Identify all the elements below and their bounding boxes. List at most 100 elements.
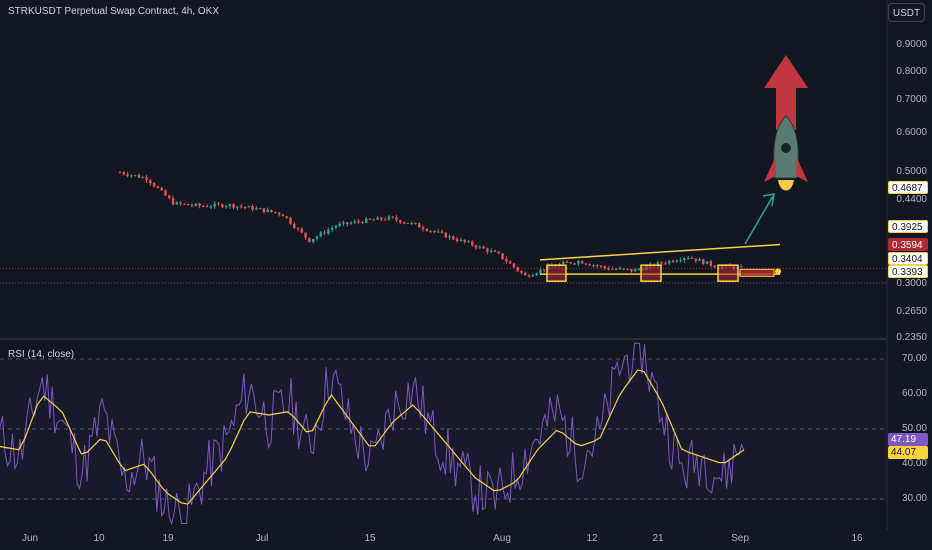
projection-arrowhead — [762, 193, 775, 207]
candle-body — [524, 272, 527, 276]
candle-body — [289, 217, 292, 224]
candle-body — [258, 208, 262, 210]
price-axis-label: 0.9000 — [896, 39, 927, 50]
candle-body — [421, 227, 425, 230]
candle-body — [531, 275, 535, 277]
price-tag-last: 0.3594 — [888, 238, 928, 251]
candle-body — [478, 246, 482, 248]
candle-body — [611, 268, 614, 270]
candle-body — [501, 253, 504, 259]
price-tag-target: 0.4687 — [888, 181, 928, 194]
candle-body — [346, 222, 349, 224]
candle-body — [626, 268, 629, 270]
time-axis-label: 16 — [851, 533, 863, 544]
candle-body — [391, 216, 394, 218]
candle-body — [436, 231, 440, 233]
time-axis-label: 21 — [652, 533, 664, 544]
candle-body — [149, 180, 152, 184]
candle-body — [455, 239, 459, 241]
candle-body — [334, 225, 338, 228]
candle-body — [130, 175, 133, 177]
candle-body — [588, 264, 591, 266]
candle-body — [683, 258, 686, 261]
candle-body — [686, 257, 690, 259]
candle-body — [603, 266, 607, 268]
candle-body — [630, 269, 633, 272]
candle-body — [474, 245, 478, 248]
candle-body — [168, 195, 171, 199]
candle-body — [327, 229, 330, 234]
candle-body — [145, 177, 148, 181]
candle-body — [277, 212, 281, 215]
candle-body — [217, 203, 220, 205]
rsi-axis-label: 60.00 — [901, 388, 927, 399]
candle-body — [338, 223, 341, 226]
candle-body — [141, 177, 144, 179]
candle-body — [482, 246, 485, 249]
rsi-tag-rsi: 47.19 — [888, 433, 928, 446]
candle-body — [372, 219, 375, 221]
price-axis-label: 0.5000 — [896, 166, 927, 177]
candle-body — [577, 261, 580, 264]
candle-body — [713, 265, 716, 268]
candle-body — [308, 237, 311, 243]
candle-body — [709, 261, 713, 266]
candle-body — [365, 218, 368, 223]
candle-body — [543, 269, 546, 271]
candle-body — [296, 227, 300, 229]
rsi-ma-line — [0, 369, 745, 505]
time-axis-label: 12 — [586, 533, 598, 544]
time-axis-label: Jul — [255, 533, 269, 544]
grid-lines — [0, 0, 888, 530]
candle-body — [584, 263, 588, 265]
candle-body — [224, 206, 228, 208]
time-axis-label: 19 — [162, 533, 174, 544]
candle-body — [508, 261, 512, 264]
candle-body — [304, 232, 307, 238]
candle-body — [323, 232, 326, 234]
candle-body — [599, 265, 603, 267]
candle-body — [353, 221, 357, 223]
candle-body — [402, 222, 406, 224]
candle-body — [247, 206, 250, 208]
rsi-indicator-title[interactable]: RSI (14, close) — [8, 349, 75, 360]
candle-body — [561, 262, 565, 264]
candle-body — [311, 239, 315, 243]
candle-body — [486, 248, 489, 252]
candle-body — [213, 203, 216, 207]
candle-body — [175, 202, 179, 205]
candle-body — [349, 222, 353, 224]
rsi-axis-label: 70.00 — [901, 353, 927, 364]
candle-body — [448, 236, 451, 238]
projection-arrow — [744, 195, 774, 245]
candle-body — [539, 269, 542, 274]
candle-body — [702, 259, 705, 264]
candle-body — [520, 270, 523, 273]
rocket-fin-right — [796, 158, 808, 182]
candle-body — [236, 206, 239, 208]
support-touch-box — [717, 264, 739, 282]
candle-body — [660, 262, 663, 264]
candle-body — [315, 236, 319, 240]
rsi-axis-label: 50.00 — [901, 423, 927, 434]
candle-body — [418, 223, 421, 228]
candle-body — [505, 258, 508, 262]
candle-body — [675, 260, 679, 262]
candle-body — [516, 267, 519, 271]
candle-body — [694, 258, 697, 261]
candle-body — [232, 204, 235, 208]
price-axis-label: 0.2350 — [896, 332, 927, 343]
candle-body — [622, 268, 625, 270]
candle-body — [133, 175, 137, 177]
candle-body — [330, 227, 334, 230]
candle-body — [164, 190, 167, 196]
candle-body — [152, 183, 156, 187]
candle-body — [300, 228, 304, 233]
candle-body — [240, 206, 243, 208]
candle-body — [679, 260, 682, 262]
currency-button[interactable]: USDT — [888, 3, 925, 22]
candle-body — [705, 261, 709, 264]
candle-body — [740, 266, 743, 268]
candle-body — [274, 211, 277, 213]
